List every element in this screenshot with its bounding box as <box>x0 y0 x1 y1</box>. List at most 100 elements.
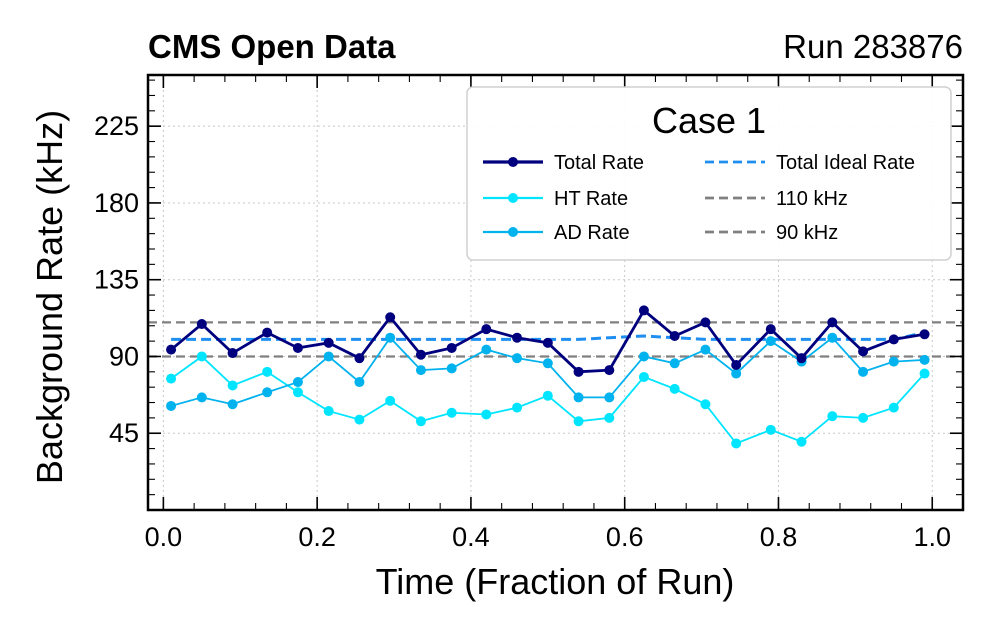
point-ad-rate <box>292 377 303 388</box>
point-ad-rate <box>323 351 334 362</box>
point-total-rate <box>323 337 334 348</box>
legend-label-90-khz: 90 kHz <box>776 222 838 244</box>
point-ht-rate <box>292 387 303 398</box>
point-total-rate <box>292 342 303 353</box>
x-tick-label: 1.0 <box>913 522 951 552</box>
point-ht-rate <box>573 416 584 427</box>
point-total-rate <box>415 349 426 360</box>
point-total-rate <box>573 366 584 377</box>
point-ht-rate <box>638 371 649 382</box>
data-series <box>166 305 930 449</box>
point-ht-rate <box>385 395 396 406</box>
x-tick-label: 0.8 <box>760 522 798 552</box>
legend-label-ht-rate: HT Rate <box>554 188 628 210</box>
point-total-rate <box>700 317 711 328</box>
point-ad-rate <box>888 356 899 367</box>
y-tick-label: 180 <box>94 188 139 218</box>
point-ad-rate <box>166 400 177 411</box>
point-ht-rate <box>827 411 838 422</box>
point-ht-rate <box>765 424 776 435</box>
legend-label-total-rate: Total Rate <box>554 152 644 174</box>
point-total-rate <box>669 331 680 341</box>
point-ht-rate <box>415 416 426 427</box>
point-ht-rate <box>604 412 615 423</box>
chart-header-right: Run 283876 <box>783 28 963 65</box>
legend-label-ad-rate: AD Rate <box>554 222 630 244</box>
legend-marker-ht-rate <box>508 193 518 203</box>
point-ht-rate <box>700 399 711 410</box>
point-ad-rate <box>542 358 553 369</box>
legend-label-total-ideal-rate: Total Ideal Rate <box>776 152 915 174</box>
y-tick-label: 135 <box>94 265 139 295</box>
point-ht-rate <box>354 414 365 425</box>
point-ad-rate <box>354 377 365 388</box>
point-total-rate <box>827 317 838 328</box>
x-tick-label: 0.0 <box>145 522 183 552</box>
point-total-rate <box>638 305 649 316</box>
point-ad-rate <box>481 344 492 355</box>
y-axis-label: Background Rate (kHz) <box>29 110 70 484</box>
point-ad-rate <box>731 368 742 379</box>
point-ht-rate <box>166 373 177 384</box>
point-ad-rate <box>669 358 680 369</box>
y-tick-label: 225 <box>94 111 139 141</box>
point-ad-rate <box>446 363 457 374</box>
point-ht-rate <box>888 402 899 413</box>
point-ht-rate <box>481 409 492 420</box>
legend-marker-ad-rate <box>508 227 518 237</box>
point-ad-rate <box>415 365 426 376</box>
plot-border <box>146 73 965 512</box>
legend-title: Case 1 <box>652 100 766 141</box>
point-ad-rate <box>573 392 584 403</box>
x-axis-label: Time (Fraction of Run) <box>376 561 735 602</box>
point-total-rate <box>512 332 523 343</box>
point-ht-rate <box>796 436 807 447</box>
chart-header-left: CMS Open Data <box>148 28 396 65</box>
point-total-rate <box>796 353 807 364</box>
axis-ticks: 0.0 0.2 0.4 0.6 0.8 1.0 45 90 135 180 225 <box>94 75 963 552</box>
point-total-rate <box>196 319 207 330</box>
point-ad-rate <box>512 353 523 364</box>
point-total-rate <box>446 342 457 353</box>
y-tick-label: 90 <box>109 341 139 371</box>
grid-lines <box>148 75 963 510</box>
plot-frame <box>146 73 965 512</box>
legend-box <box>466 86 952 261</box>
point-ad-rate <box>604 392 615 403</box>
reference-lines <box>148 321 963 358</box>
point-ht-rate <box>227 380 238 391</box>
point-ht-rate <box>858 412 869 423</box>
point-total-rate <box>385 312 396 323</box>
point-ad-rate <box>638 351 649 362</box>
point-ht-rate <box>542 390 553 401</box>
point-ad-rate <box>227 399 238 410</box>
point-ht-rate <box>196 351 207 362</box>
point-ad-rate <box>385 332 396 343</box>
point-total-rate <box>765 324 776 335</box>
x-tick-label: 0.2 <box>298 522 336 552</box>
point-ad-rate <box>765 336 776 347</box>
point-total-rate <box>354 353 365 364</box>
point-ad-rate <box>700 344 711 355</box>
point-total-rate <box>262 327 273 338</box>
point-total-rate <box>166 344 177 355</box>
point-total-rate <box>542 337 553 348</box>
legend-label-110-khz: 110 kHz <box>776 188 848 210</box>
legend-marker-total-rate <box>508 157 518 167</box>
point-total-rate <box>731 360 742 370</box>
point-total-rate <box>888 334 899 345</box>
y-tick-label: 45 <box>109 418 139 448</box>
point-ad-rate <box>858 366 869 377</box>
point-ad-rate <box>827 332 838 343</box>
point-total-rate <box>604 365 615 376</box>
legend: Case 1 Total Rate HT Rate AD Rate Total Ide… <box>466 86 952 261</box>
x-tick-label: 0.4 <box>452 522 490 552</box>
point-ad-rate <box>919 354 930 365</box>
point-total-rate <box>858 346 869 357</box>
point-total-rate <box>919 329 930 340</box>
point-total-rate <box>227 348 238 359</box>
point-ad-rate <box>262 387 273 398</box>
point-ht-rate <box>669 383 680 394</box>
point-ht-rate <box>323 406 334 417</box>
